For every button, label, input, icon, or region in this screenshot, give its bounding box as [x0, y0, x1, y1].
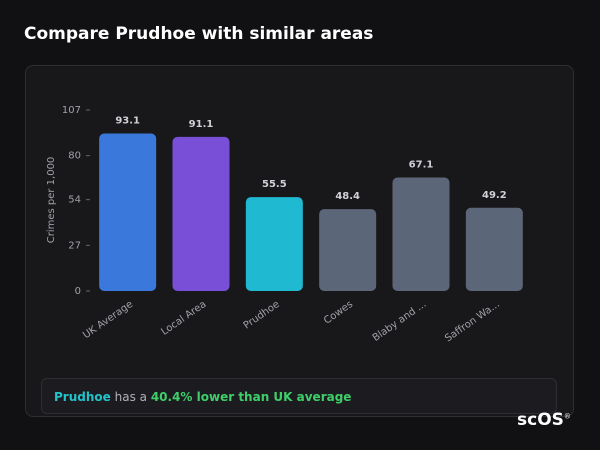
x-tick-label: Saffron Wa... — [443, 299, 502, 345]
value-label: 55.5 — [262, 179, 287, 190]
summary-highlight: 40.4% lower than UK average — [150, 390, 352, 404]
value-label: 49.2 — [482, 190, 507, 201]
summary-text: has a — [114, 390, 147, 404]
y-tick-label: 27 — [68, 240, 81, 251]
y-tick-label: 80 — [68, 151, 81, 162]
x-tick-label: UK Average — [81, 299, 135, 341]
value-label: 93.1 — [115, 116, 140, 127]
value-label: 91.1 — [189, 119, 214, 130]
bar — [465, 207, 523, 291]
x-tick-label: Cowes — [322, 299, 355, 327]
value-label: 67.1 — [409, 159, 434, 170]
summary-box: Prudhoe has a 40.4% lower than UK averag… — [41, 378, 557, 414]
page-title: Compare Prudhoe with similar areas — [24, 24, 374, 44]
bar — [319, 209, 377, 291]
logo-mark: ® — [563, 412, 571, 421]
y-tick-label: 0 — [75, 286, 81, 297]
bar — [392, 177, 450, 291]
bar — [245, 197, 303, 291]
logo-text: scOS — [517, 410, 564, 430]
y-tick-label: 54 — [68, 195, 81, 206]
bar — [99, 133, 157, 291]
summary-place: Prudhoe — [54, 390, 111, 404]
x-tick-label: Local Area — [159, 299, 208, 338]
bar — [172, 136, 230, 291]
y-tick-label: 107 — [62, 105, 81, 116]
logo: scOS® — [517, 410, 571, 430]
x-tick-label: Blaby and ... — [371, 299, 429, 344]
value-label: 48.4 — [335, 191, 360, 202]
x-tick-label: Prudhoe — [242, 299, 282, 332]
y-axis-label: Crimes per 1,000 — [46, 157, 57, 244]
